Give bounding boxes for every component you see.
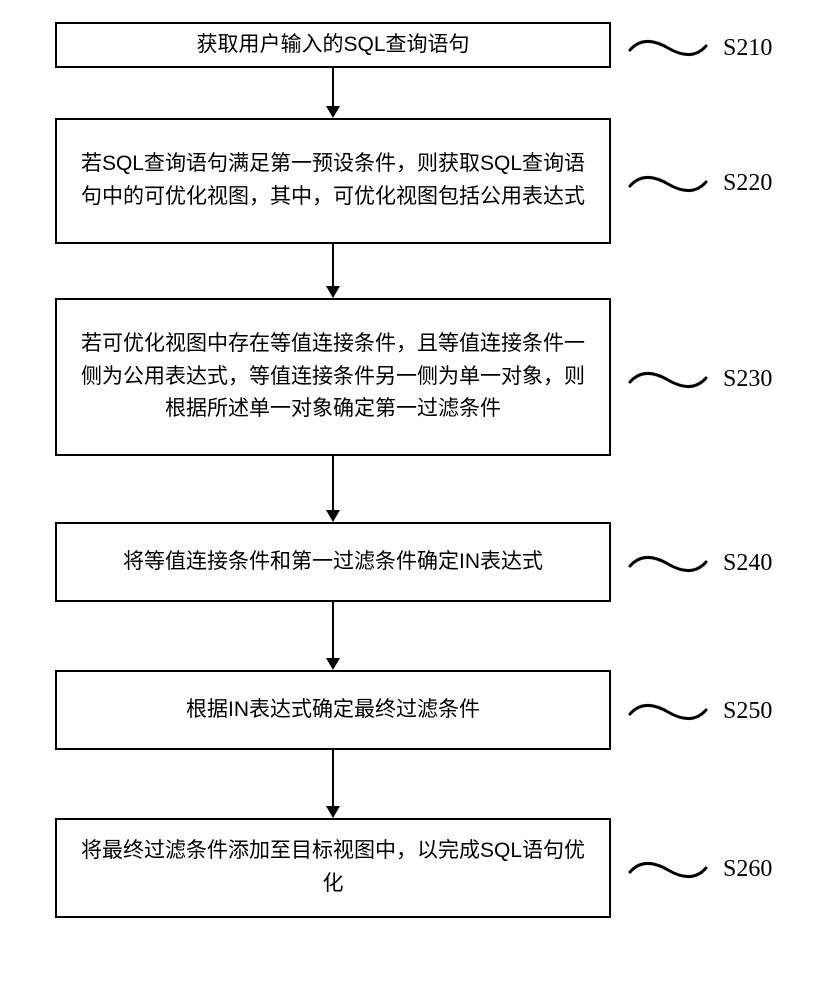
flow-node-s220: 若SQL查询语句满足第一预设条件，则获取SQL查询语句中的可优化视图，其中，可优… — [55, 118, 611, 244]
step-label-s260: S260 — [723, 856, 772, 883]
flow-node-text: 将最终过滤条件添加至目标视图中，以完成SQL语句优化 — [71, 835, 595, 900]
flow-node-s250: 根据IN表达式确定最终过滤条件 — [55, 670, 611, 750]
tilde-connector — [628, 700, 708, 724]
flow-node-s260: 将最终过滤条件添加至目标视图中，以完成SQL语句优化 — [55, 818, 611, 918]
tilde-connector — [628, 36, 708, 60]
flow-node-text: 将等值连接条件和第一过滤条件确定IN表达式 — [123, 546, 543, 579]
step-label-s240: S240 — [723, 550, 772, 577]
step-label-s220: S220 — [723, 170, 772, 197]
tilde-connector — [628, 552, 708, 576]
flow-node-s240: 将等值连接条件和第一过滤条件确定IN表达式 — [55, 522, 611, 602]
flow-node-s210: 获取用户输入的SQL查询语句 — [55, 22, 611, 68]
step-label-s210: S210 — [723, 35, 772, 62]
step-label-s230: S230 — [723, 366, 772, 393]
flow-node-text: 若SQL查询语句满足第一预设条件，则获取SQL查询语句中的可优化视图，其中，可优… — [71, 148, 595, 213]
tilde-connector — [628, 858, 708, 882]
flow-node-s230: 若可优化视图中存在等值连接条件，且等值连接条件一侧为公用表达式，等值连接条件另一… — [55, 298, 611, 456]
flow-node-text: 获取用户输入的SQL查询语句 — [196, 29, 469, 62]
tilde-connector — [628, 172, 708, 196]
flowchart-canvas: 获取用户输入的SQL查询语句 S210 若SQL查询语句满足第一预设条件，则获取SQ… — [0, 0, 830, 1000]
flow-node-text: 根据IN表达式确定最终过滤条件 — [186, 694, 480, 727]
step-label-s250: S250 — [723, 698, 772, 725]
flow-node-text: 若可优化视图中存在等值连接条件，且等值连接条件一侧为公用表达式，等值连接条件另一… — [71, 328, 595, 426]
tilde-connector — [628, 368, 708, 392]
